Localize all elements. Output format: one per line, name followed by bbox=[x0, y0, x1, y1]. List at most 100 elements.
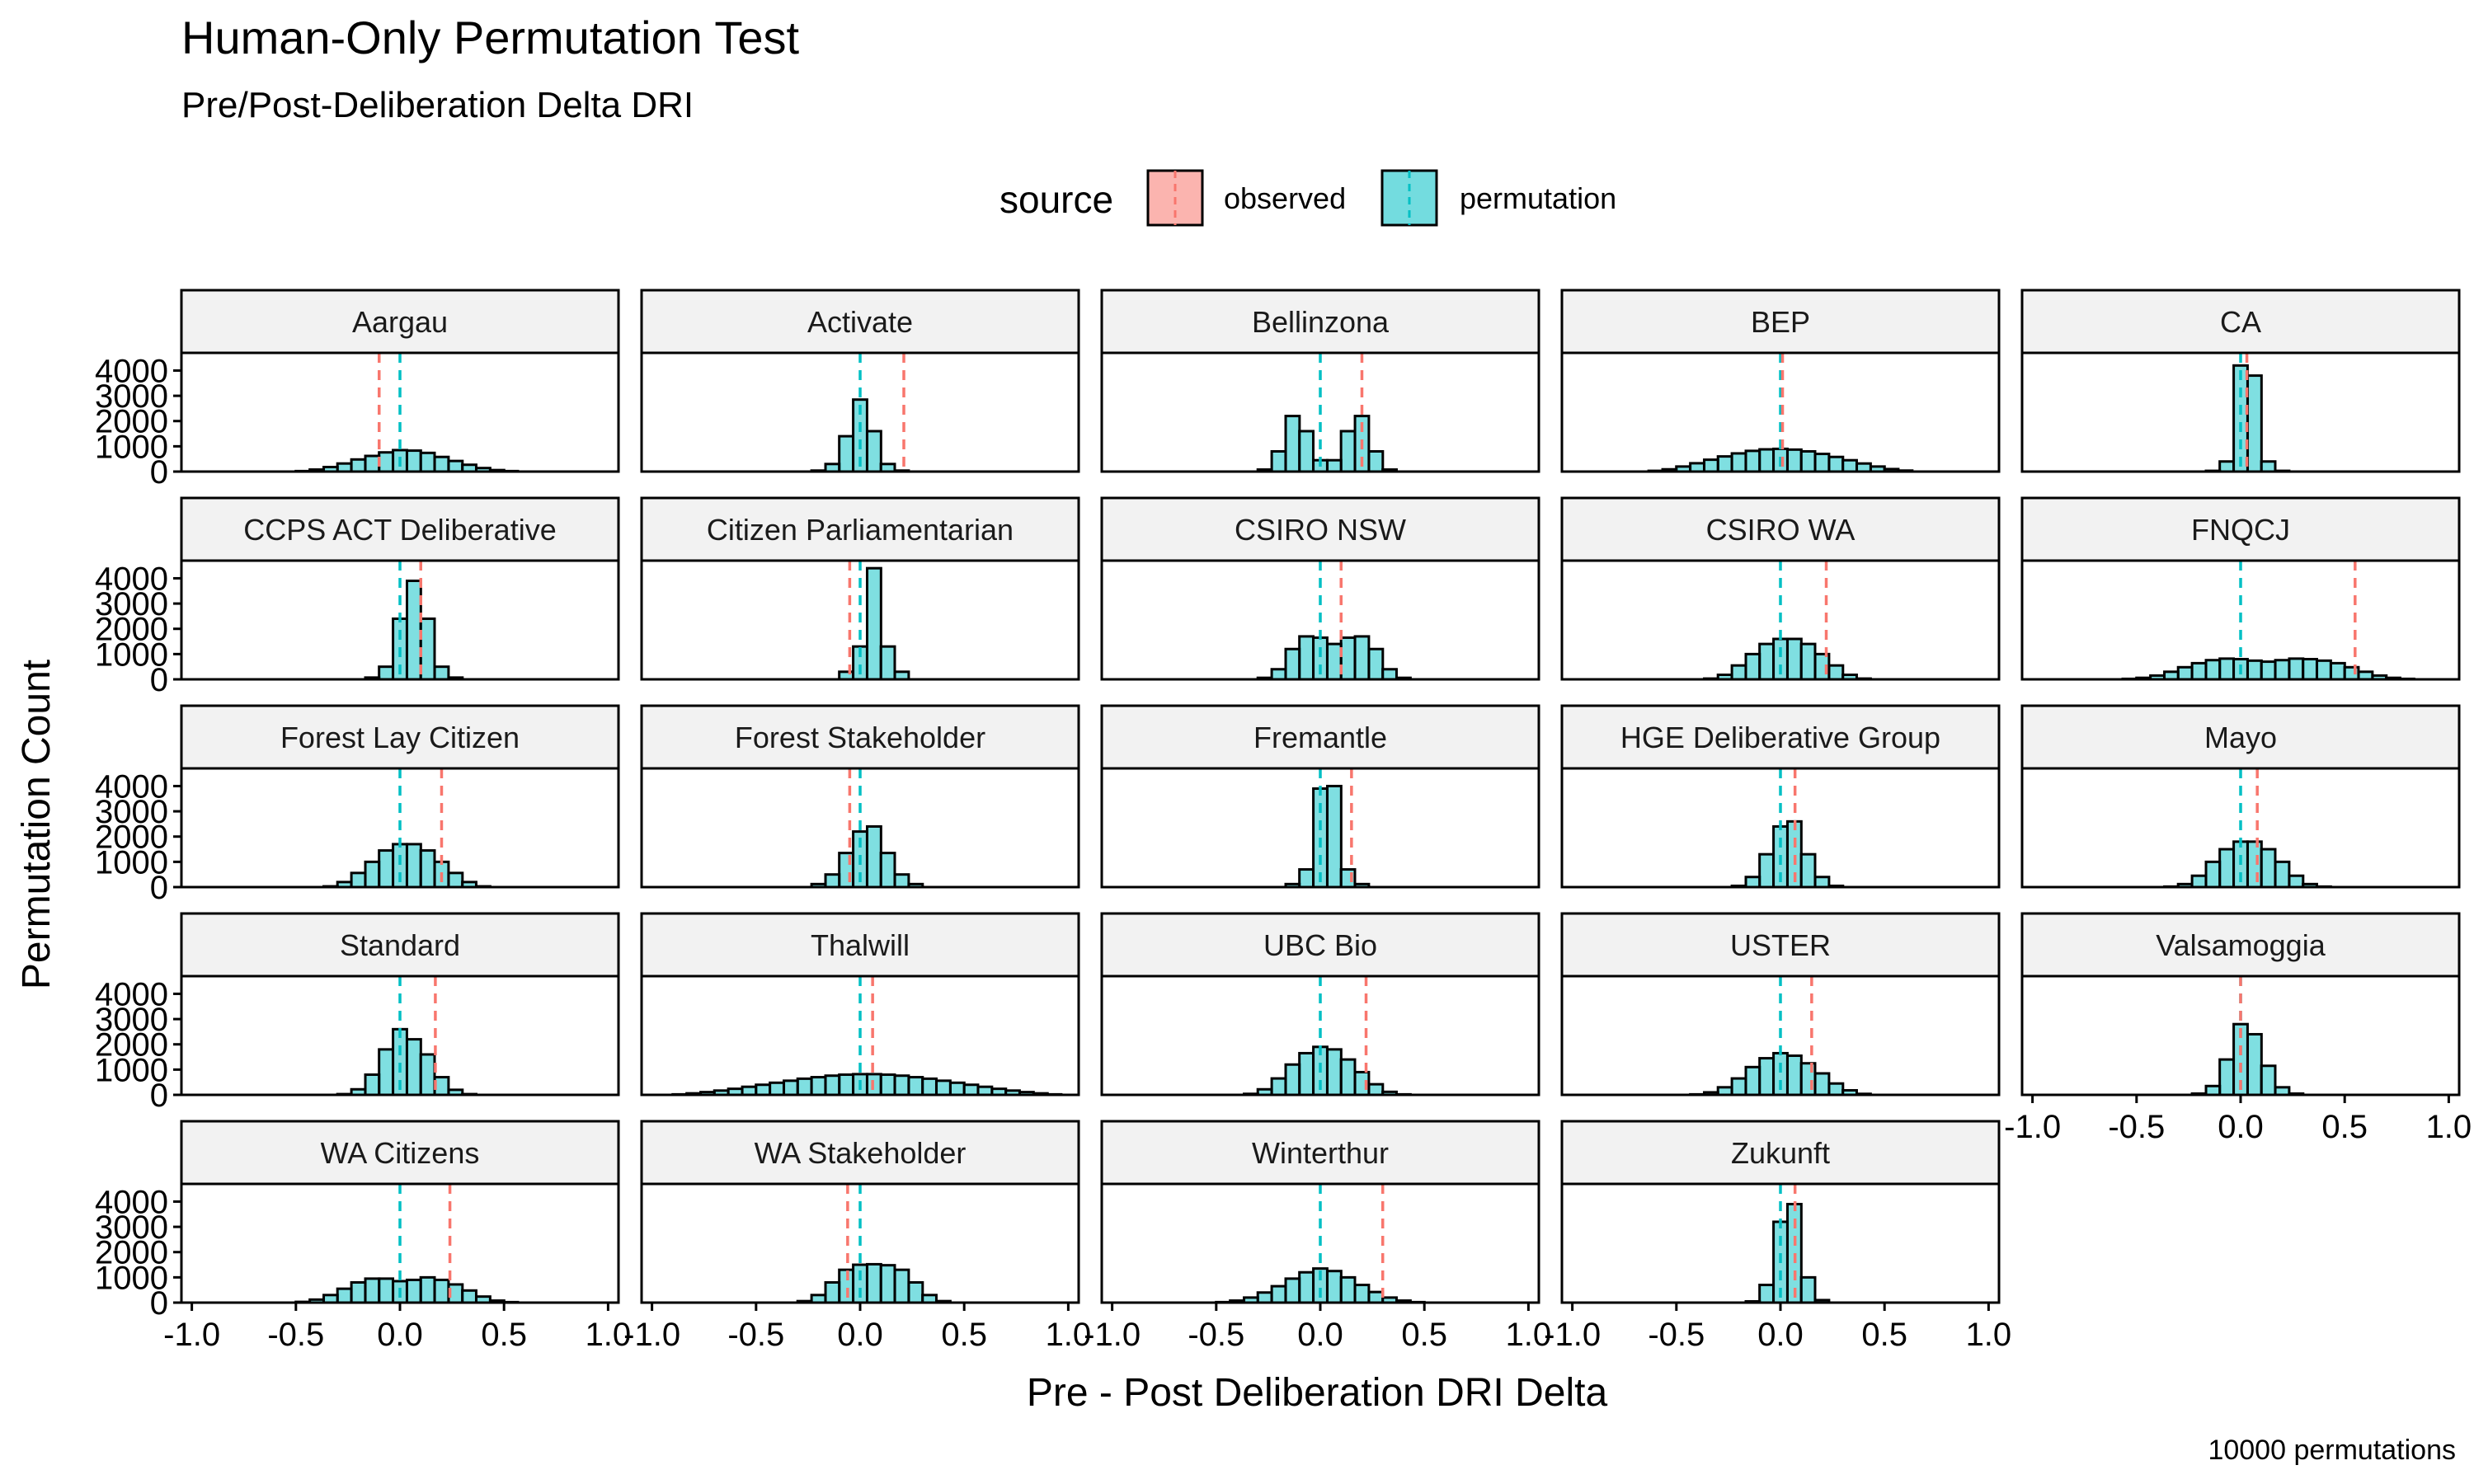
facet-activate: Activate bbox=[640, 289, 1080, 473]
histogram-bars-csiro-nsw bbox=[1256, 635, 1412, 681]
histogram-bar bbox=[2246, 374, 2263, 473]
histogram-bar bbox=[461, 1289, 477, 1304]
facet-hge-deliberative-group: HGE Deliberative Group bbox=[1560, 704, 2001, 889]
histogram-bar bbox=[419, 849, 436, 889]
histogram-bar bbox=[796, 1077, 813, 1097]
facet-strip-bellinzona bbox=[1100, 289, 1540, 355]
facet-label-standard: Standard bbox=[340, 928, 460, 962]
histogram-bars-valsamoggia bbox=[2190, 1022, 2305, 1097]
facet-fnqcj: FNQCJ bbox=[2020, 496, 2461, 681]
histogram-bar bbox=[865, 1073, 882, 1097]
x-tick-label: 1.0 bbox=[1506, 1317, 1552, 1353]
facet-panel-citizen-parliamentarian bbox=[640, 559, 1080, 681]
facet-strip-valsamoggia bbox=[2020, 912, 2461, 978]
histogram-bar bbox=[2260, 848, 2277, 889]
histogram-bar bbox=[838, 1268, 855, 1304]
facet-label-citizen-parliamentarian: Citizen Parliamentarian bbox=[707, 513, 1014, 547]
x-tick-label: -0.5 bbox=[1188, 1317, 1244, 1353]
histogram-bar bbox=[907, 1280, 924, 1304]
histogram-bar bbox=[1256, 1291, 1273, 1304]
facet-strip-thalwill bbox=[640, 912, 1080, 978]
histogram-bar bbox=[1367, 647, 1385, 681]
histogram-bar bbox=[1298, 1051, 1315, 1097]
histogram-bar bbox=[1799, 642, 1817, 681]
histogram-bar bbox=[2232, 364, 2249, 473]
histogram-bar bbox=[1758, 1057, 1776, 1097]
y-axis-title: Permutation Count bbox=[15, 660, 59, 989]
histogram-bar bbox=[2288, 657, 2305, 681]
histogram-bar bbox=[2176, 665, 2194, 681]
histogram-bar bbox=[2288, 874, 2305, 889]
histogram-bar bbox=[810, 1076, 827, 1097]
histogram-bar bbox=[879, 1073, 896, 1097]
facet-strip-wa-citizens bbox=[180, 1120, 620, 1186]
histogram-bars-csiro-wa bbox=[1703, 637, 1872, 681]
histogram-bar bbox=[364, 860, 381, 889]
histogram-bar bbox=[1758, 448, 1776, 473]
facet-panel-ccps-act-deliberative bbox=[180, 559, 620, 681]
histogram-bar bbox=[2302, 657, 2318, 681]
histogram-bar bbox=[350, 1280, 367, 1304]
histogram-bar bbox=[405, 580, 422, 681]
histogram-bar bbox=[364, 1073, 381, 1097]
caption: 10000 permutations bbox=[2208, 1435, 2456, 1466]
histogram-bar bbox=[1703, 458, 1719, 473]
facet-csiro-nsw: CSIRO NSW bbox=[1100, 496, 1540, 681]
facet-strip-citizen-parliamentarian bbox=[640, 496, 1080, 562]
histogram-bar bbox=[378, 1048, 395, 1097]
histogram-bar bbox=[1813, 876, 1831, 889]
facet-strip-zukunft bbox=[1560, 1120, 2001, 1186]
histogram-bar bbox=[2274, 860, 2291, 889]
facet-winterthur: Winterthur -1.0 -0.5 0.0 0.5 1.0 bbox=[1084, 1120, 1552, 1353]
x-axis-title: Pre - Post Deliberation DRI Delta bbox=[1027, 1371, 1608, 1415]
histogram-bar bbox=[1841, 458, 1858, 473]
histogram-bar bbox=[405, 449, 422, 473]
histogram-bar bbox=[879, 645, 896, 681]
x-tick-label: 0.5 bbox=[2321, 1109, 2368, 1145]
histogram-bar bbox=[1799, 852, 1817, 889]
histogram-bar bbox=[1827, 664, 1845, 681]
facet-label-bep: BEP bbox=[1751, 305, 1810, 339]
x-tick-label: 1.0 bbox=[1046, 1317, 1092, 1353]
histogram-bar bbox=[419, 1053, 436, 1097]
y-tick-label: 2000 bbox=[95, 1027, 168, 1064]
y-tick-label: 1000 bbox=[95, 1052, 168, 1088]
chart-subtitle: Pre/Post-Deliberation Delta DRI bbox=[181, 85, 694, 125]
facet-label-fnqcj: FNQCJ bbox=[2191, 513, 2290, 547]
histogram-bar bbox=[350, 458, 367, 473]
histogram-bars-thalwill bbox=[671, 1073, 1063, 1097]
histogram-bar bbox=[2204, 659, 2222, 681]
histogram-bar bbox=[378, 665, 395, 681]
histogram-bars-bellinzona bbox=[1256, 415, 1398, 473]
x-tick-label: 0.0 bbox=[1757, 1317, 1804, 1353]
histogram-bar bbox=[838, 434, 855, 473]
histogram-bar bbox=[2260, 1064, 2277, 1097]
facet-strip-ccps-act-deliberative bbox=[180, 496, 620, 562]
facet-strip-csiro-wa bbox=[1560, 496, 2001, 562]
facet-label-aargau: Aargau bbox=[352, 305, 448, 339]
y-tick-label: 3000 bbox=[95, 586, 168, 622]
histogram-bars-activate bbox=[810, 398, 910, 473]
facet-fremantle: Fremantle bbox=[1100, 704, 1540, 889]
histogram-bar bbox=[1716, 455, 1733, 473]
histogram-bar bbox=[2204, 1084, 2222, 1097]
facet-strip-csiro-nsw bbox=[1100, 496, 1540, 562]
facet-label-hge-deliberative-group: HGE Deliberative Group bbox=[1620, 721, 1940, 754]
facet-label-forest-stakeholder: Forest Stakeholder bbox=[735, 721, 985, 754]
histogram-bar bbox=[378, 1277, 395, 1304]
legend-label-observed: observed bbox=[1224, 181, 1346, 215]
histogram-bar bbox=[1298, 868, 1315, 889]
facet-panel-bellinzona bbox=[1100, 351, 1540, 473]
y-tick-label: 1000 bbox=[95, 844, 168, 881]
facet-strip-fnqcj bbox=[2020, 496, 2461, 562]
y-tick-label: 3000 bbox=[95, 378, 168, 415]
histogram-bar bbox=[1270, 1284, 1287, 1304]
histogram-bars-mayo bbox=[2163, 840, 2332, 889]
y-tick-label: 3000 bbox=[95, 1209, 168, 1246]
histogram-bar bbox=[433, 455, 450, 473]
facet-strip-ca bbox=[2020, 289, 2461, 355]
histogram-bar bbox=[419, 617, 436, 681]
facet-strip-bep bbox=[1560, 289, 2001, 355]
y-tick-label: 2000 bbox=[95, 1235, 168, 1271]
